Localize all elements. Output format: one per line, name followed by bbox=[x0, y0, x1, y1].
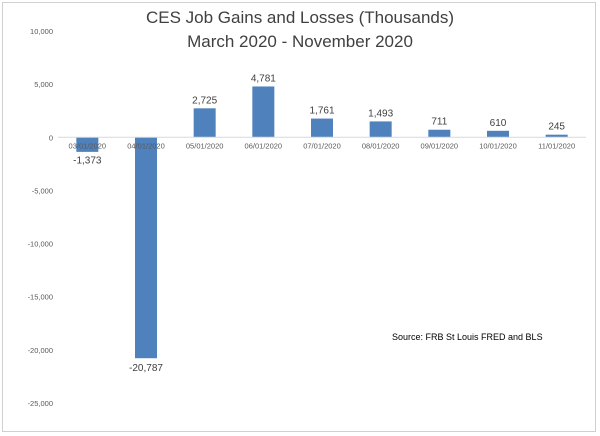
x-tick-label: 04/01/2020 bbox=[127, 141, 165, 150]
bar-series bbox=[76, 86, 568, 359]
bar bbox=[311, 118, 333, 138]
y-tick-label: 5,000 bbox=[34, 80, 53, 89]
x-tick-label: 10/01/2020 bbox=[479, 141, 517, 150]
y-tick-label: -10,000 bbox=[28, 240, 53, 249]
y-tick-label: -20,000 bbox=[28, 346, 53, 355]
x-tick-label: 07/01/2020 bbox=[303, 141, 341, 150]
data-label: 610 bbox=[490, 118, 507, 129]
x-tick-label: 06/01/2020 bbox=[245, 141, 283, 150]
y-tick-label: -15,000 bbox=[28, 293, 53, 302]
chart-title: CES Job Gains and Losses (Thousands) bbox=[145, 8, 455, 27]
x-tick-label: 05/01/2020 bbox=[186, 141, 224, 150]
bar bbox=[369, 121, 392, 138]
x-tick-label: 03/01/2020 bbox=[69, 141, 107, 150]
source-annotation: Source: FRB St Louis FRED and BLS bbox=[392, 332, 543, 342]
x-tick-label: 09/01/2020 bbox=[421, 141, 459, 150]
y-tick-label: 0 bbox=[49, 133, 53, 142]
x-tick-label: 11/01/2020 bbox=[538, 141, 575, 150]
bar bbox=[76, 137, 99, 152]
bar bbox=[487, 130, 509, 138]
chart-subtitle: March 2020 - November 2020 bbox=[187, 32, 413, 51]
data-label: 2,725 bbox=[192, 95, 217, 106]
data-label: 4,781 bbox=[251, 73, 276, 84]
data-label: -1,373 bbox=[73, 155, 102, 166]
bar bbox=[545, 134, 568, 138]
bar bbox=[135, 137, 157, 359]
bar bbox=[193, 108, 216, 138]
data-label: -20,787 bbox=[129, 363, 163, 374]
x-tick-label: 08/01/2020 bbox=[362, 141, 400, 150]
x-axis: 03/01/2020 04/01/2020 05/01/2020 06/01/2020… bbox=[69, 141, 576, 150]
y-tick-label: -5,000 bbox=[32, 186, 53, 195]
y-tick-label: 10,000 bbox=[30, 27, 53, 36]
data-label: 1,761 bbox=[309, 106, 334, 117]
y-tick-label: -25,000 bbox=[28, 399, 53, 408]
data-label: 1,493 bbox=[368, 108, 393, 119]
bar bbox=[428, 129, 451, 138]
y-axis: 10,000 5,000 0 -5,000 -10,000 -15,000 -20,000 -… bbox=[28, 27, 53, 408]
data-label: 711 bbox=[431, 117, 447, 128]
data-label: 245 bbox=[548, 122, 565, 133]
bar bbox=[252, 86, 275, 138]
chart-frame bbox=[2, 2, 596, 432]
data-labels: -1,373 -20,787 2,725 4,781 1,761 1,493 711 610 2… bbox=[73, 73, 565, 374]
